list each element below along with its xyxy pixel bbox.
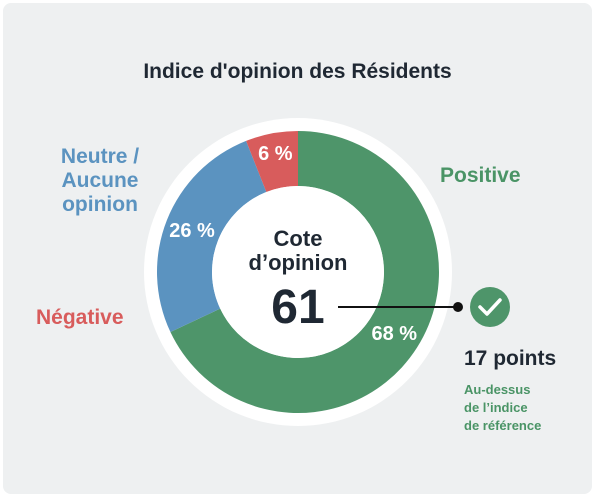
legend-label-neutre-line2: Aucune	[61, 169, 139, 192]
legend-label-positive: Positive	[440, 164, 521, 187]
slice-value-label-1: 26 %	[169, 220, 215, 242]
check-icon	[470, 287, 510, 327]
reference-description: Au-dessus de l’indice de référence	[464, 381, 584, 435]
legend-label-neutre-line3: opinion	[62, 193, 138, 216]
reference-points: 17 points	[464, 347, 557, 370]
donut-slice-1	[157, 140, 267, 333]
legend-label-neutre: Neutre / Aucune opinion	[30, 145, 170, 217]
legend-label-neutre-line1: Neutre /	[60, 145, 140, 168]
slice-value-label-0: 68 %	[371, 323, 417, 345]
center-score-value: 61	[271, 281, 324, 334]
reference-line1: Au-dessus	[464, 382, 531, 397]
donut-hole	[212, 186, 384, 358]
reference-line2: de l’indice	[464, 400, 528, 415]
center-label-line2: d’opinion	[249, 250, 348, 275]
slice-value-label-2: 6 %	[258, 143, 293, 165]
connector-dot	[453, 302, 463, 312]
reference-line3: de référence	[464, 418, 542, 433]
donut-slice-2	[246, 131, 298, 193]
donut-slice-0	[170, 131, 440, 413]
chart-title: Indice d'opinion des Résidents	[143, 60, 452, 83]
center-label-line1: Cote	[274, 226, 323, 251]
legend-label-negative: Négative	[36, 306, 124, 329]
